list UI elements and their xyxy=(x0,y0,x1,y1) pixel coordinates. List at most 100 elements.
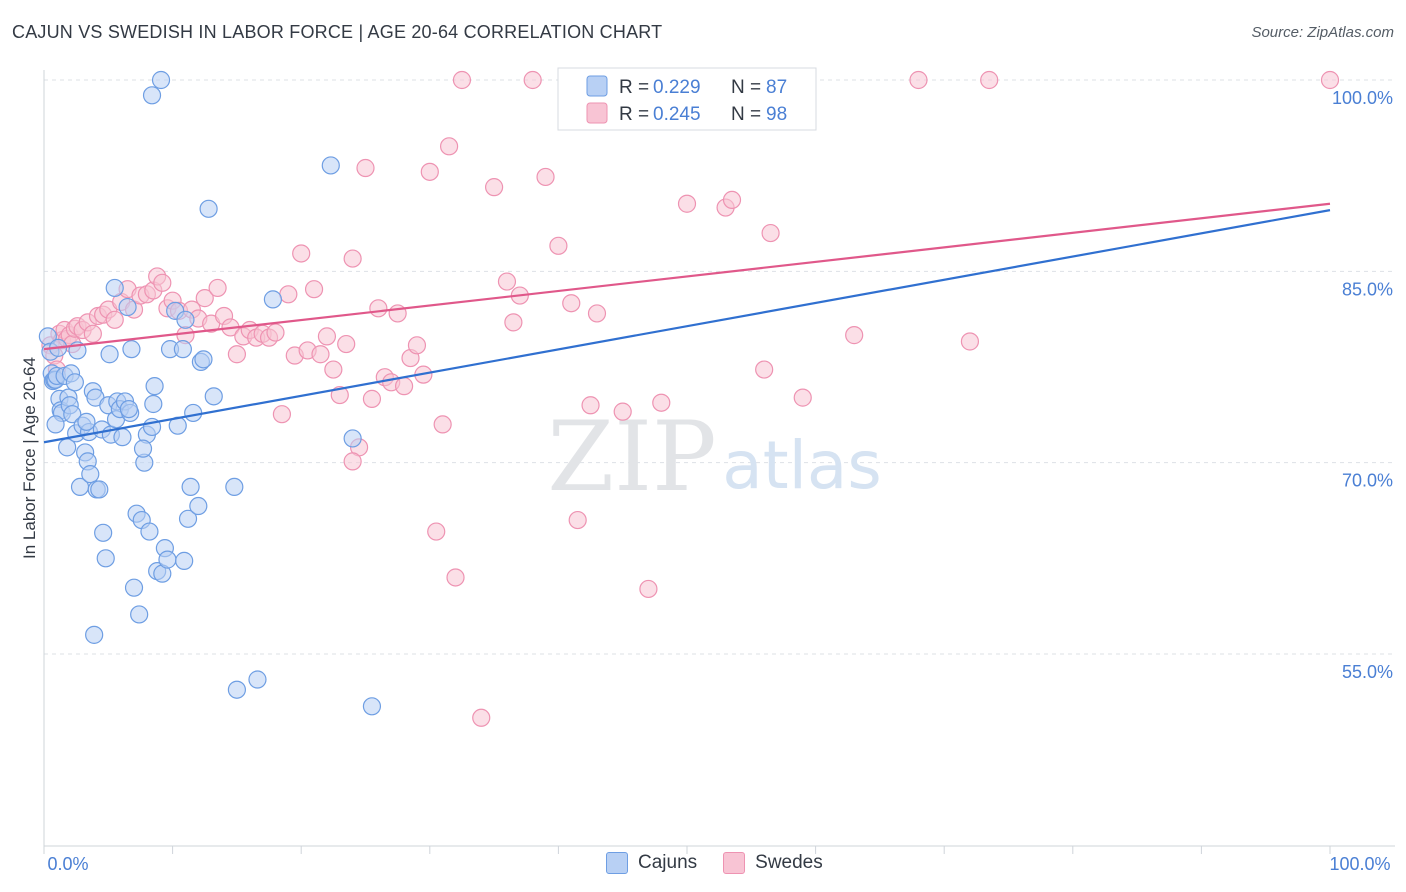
cajuns-point xyxy=(343,429,362,448)
swedes-point xyxy=(433,415,452,434)
legend-item-swedes[interactable]: Swedes xyxy=(723,852,823,874)
swedes-point xyxy=(562,294,581,313)
swedes-point xyxy=(272,405,292,424)
swedes-point xyxy=(581,396,600,415)
swedes-point xyxy=(472,708,491,727)
legend-r-value-cajuns: 0.229 xyxy=(653,77,701,98)
swedes-point xyxy=(330,385,349,405)
swedes-points xyxy=(41,70,1340,727)
swedes-point xyxy=(485,178,504,197)
swedes-point xyxy=(652,393,671,412)
swedes-point xyxy=(960,332,980,351)
swedes-point xyxy=(343,452,362,471)
y-tick-label: 70.0% xyxy=(1342,471,1393,491)
swedes-point xyxy=(677,194,697,213)
legend-label-cajuns: Cajuns xyxy=(638,852,698,873)
swedes-point xyxy=(369,299,388,318)
legend-n-label-cajuns: N = xyxy=(731,77,761,98)
cajuns-point xyxy=(65,373,84,392)
cajuns-point xyxy=(145,377,164,396)
legend-item-cajuns[interactable]: Cajuns xyxy=(606,852,697,874)
swedes-point xyxy=(394,377,414,396)
cajuns-point xyxy=(184,403,203,423)
swedes-point xyxy=(1320,70,1340,90)
stats-legend: R = 0.229 N = 87 R = 0.245 N = 98 xyxy=(557,67,817,131)
swedes-point xyxy=(292,244,311,263)
swedes-point xyxy=(568,510,587,530)
swedes-point xyxy=(317,327,337,346)
swedes-point xyxy=(909,70,928,90)
cajuns-point xyxy=(133,439,153,458)
y-tick-label: 55.0% xyxy=(1342,662,1393,682)
swedes-point xyxy=(304,280,324,299)
cajuns-point xyxy=(113,428,132,447)
cajuns-point xyxy=(94,523,113,542)
watermark-atlas: atlas xyxy=(722,427,882,504)
axes xyxy=(43,70,1395,854)
cajuns-point xyxy=(176,310,195,329)
swedes-point xyxy=(536,167,555,187)
legend-swatch-swedes-bottom xyxy=(723,852,746,874)
cajuns-point xyxy=(199,199,218,218)
swedes-point xyxy=(337,334,356,354)
source-label: Source: ZipAtlas.com xyxy=(1251,24,1394,41)
swedes-point xyxy=(324,360,343,379)
swedes-point xyxy=(980,70,999,90)
cajuns-point xyxy=(263,290,283,309)
watermark-zip: ZIP xyxy=(547,401,716,513)
legend-r-label-swedes: R = xyxy=(619,104,649,125)
x-tick-label-min: 0.0% xyxy=(47,854,88,874)
swedes-point xyxy=(549,236,568,255)
cajuns-point xyxy=(140,522,159,541)
y-axis-label: In Labor Force | Age 20-64 xyxy=(20,357,39,559)
y-tick-labels: 55.0% 70.0% 85.0% 100.0% xyxy=(1332,88,1393,682)
series-legend: Cajuns Swedes xyxy=(606,852,849,874)
x-tick-label-max: 100.0% xyxy=(1329,854,1390,874)
legend-label-swedes: Swedes xyxy=(755,852,823,873)
legend-swatch-swedes xyxy=(586,102,608,124)
cajuns-point xyxy=(151,70,171,90)
swedes-point xyxy=(343,249,362,268)
swedes-point xyxy=(613,402,632,421)
swedes-point xyxy=(227,345,246,364)
cajuns-point xyxy=(178,509,198,528)
cajuns-point xyxy=(142,86,162,105)
legend-r-label-cajuns: R = xyxy=(619,77,649,98)
gridlines xyxy=(44,79,1395,655)
y-tick-label: 85.0% xyxy=(1342,279,1393,299)
cajuns-point xyxy=(181,477,200,497)
cajuns-point xyxy=(321,156,340,175)
swedes-point xyxy=(208,278,227,298)
cajuns-point xyxy=(46,415,65,434)
swedes-point xyxy=(523,70,542,90)
swedes-point xyxy=(420,162,439,181)
swedes-point xyxy=(427,522,446,541)
chart-title: CAJUN VS SWEDISH IN LABOR FORCE | AGE 20… xyxy=(12,22,663,42)
swedes-point xyxy=(407,336,427,355)
swedes-point xyxy=(639,579,658,599)
cajuns-point xyxy=(100,345,119,364)
swedes-point xyxy=(356,158,375,178)
cajuns-point xyxy=(77,412,96,431)
swedes-point xyxy=(105,310,124,329)
cajuns-point xyxy=(204,387,223,406)
cajuns-point xyxy=(144,394,163,414)
y-tick-label: 100.0% xyxy=(1332,88,1393,108)
cajuns-point xyxy=(96,549,115,568)
cajuns-point xyxy=(248,670,267,689)
cajuns-point xyxy=(90,480,109,499)
cajuns-point xyxy=(189,496,208,516)
cajuns-point xyxy=(362,697,382,716)
cajuns-point xyxy=(63,405,82,424)
swedes-point xyxy=(195,289,214,308)
cajuns-point xyxy=(225,477,244,497)
legend-swatch-cajuns-bottom xyxy=(606,852,628,874)
cajuns-point xyxy=(158,550,177,569)
swedes-point xyxy=(722,190,742,210)
swedes-point xyxy=(587,304,607,323)
cajuns-point xyxy=(194,350,213,369)
swedes-point xyxy=(311,345,330,364)
legend-n-label-swedes: N = xyxy=(731,104,761,125)
cajuns-point xyxy=(81,465,100,484)
